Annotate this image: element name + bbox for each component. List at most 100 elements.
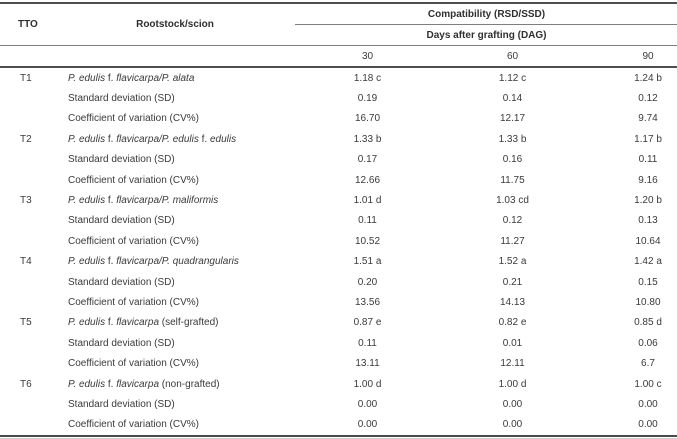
plain-text-segment: (self-grafted) (159, 317, 219, 329)
plain-text-segment: f. (105, 195, 117, 207)
species-name-segment: flavicarpa (116, 378, 160, 390)
table-row: Standard deviation (SD) 0.00 0.00 0.00 (0, 394, 677, 414)
rootstock-scion-cell: P. edulis f. flavicarpa/P. alata (55, 67, 295, 88)
tto-cell (0, 333, 55, 353)
value-cell: 0.01 (502, 337, 523, 349)
value-cell: 1.18 c (353, 72, 382, 84)
value-cell: 1.01 d (353, 195, 382, 207)
header-row-2: Days after grafting (DAG) (0, 24, 677, 46)
value-cell: 0.82 e (498, 317, 527, 329)
metric-label-cell: Coefficient of variation (CV%) (68, 358, 199, 370)
value-cell: 0.19 (357, 93, 378, 105)
value-cell: 12.17 (499, 113, 526, 125)
metric-label-cell: Standard deviation (SD) (68, 276, 175, 288)
value-cell: 0.14 (502, 93, 523, 105)
species-name-segment: edulis (209, 133, 237, 145)
table-row: T4 P. edulis f. flavicarpa/P. quadrangula… (0, 252, 677, 272)
col-header-tto: TTO (0, 3, 55, 46)
tto-cell (0, 353, 55, 373)
value-cell: 0.85 d (634, 317, 662, 329)
metric-label-cell: Coefficient of variation (CV%) (68, 174, 199, 186)
table-row: Standard deviation (SD) 0.11 0.12 0.13 (0, 211, 677, 231)
tto-cell (0, 231, 55, 251)
value-cell: 0.00 (440, 414, 585, 438)
table-row: T2 P. edulis f. flavicarpa/P. edulis f. e… (0, 129, 677, 149)
value-cell: 1.00 d (498, 378, 527, 390)
header-spacer (0, 45, 55, 68)
metric-label-cell: Coefficient of variation (CV%) (68, 296, 199, 308)
value-cell: 1.42 a (634, 256, 662, 268)
table-row: Coefficient of variation (CV%) 16.70 12.17… (0, 109, 677, 129)
table-row: Coefficient of variation (CV%) 13.11 12.11… (0, 353, 677, 373)
value-cell: 9.74 (638, 113, 658, 125)
table-row: Coefficient of variation (CV%) 13.56 14.13… (0, 292, 677, 312)
table-row: T3 P. edulis f. flavicarpa/P. maliformis 1… (0, 190, 677, 210)
table-header: TTO Rootstock/scion Compatibility (RSD/S… (0, 3, 677, 68)
value-cell: 1.51 a (353, 256, 382, 268)
table-row: Coefficient of variation (CV%) 12.66 11.75… (0, 170, 677, 190)
table-body: T1 P. edulis f. flavicarpa/P. alata 1.18 c… (0, 67, 677, 438)
col-header-days-after-grafting: Days after grafting (DAG) (295, 24, 677, 46)
rootstock-scion-cell: P. edulis f. flavicarpa/P. quadrangulari… (55, 252, 295, 272)
rootstock-scion-cell: P. edulis f. flavicarpa/P. maliformis (55, 190, 295, 210)
value-cell: 1.17 b (634, 133, 662, 145)
species-name-segment: P. edulis (68, 317, 106, 329)
tto-cell (0, 272, 55, 292)
header-row-1: TTO Rootstock/scion Compatibility (RSD/S… (0, 3, 677, 46)
header-spacer (55, 45, 295, 68)
col-header-day-90: 90 (585, 45, 677, 68)
table-row: Standard deviation (SD) 0.20 0.21 0.15 (0, 272, 677, 292)
species-name-segment: flavicarpa (116, 317, 160, 329)
species-name-segment: flavicarpa/P. edulis (116, 133, 199, 145)
tto-cell (0, 109, 55, 129)
species-name-segment: P. edulis (68, 378, 106, 390)
species-name-segment: flavicarpa/P. alata (116, 72, 195, 84)
value-cell: 0.12 (638, 93, 658, 105)
tto-cell (0, 88, 55, 108)
table-row: T1 P. edulis f. flavicarpa/P. alata 1.18 c… (0, 67, 677, 88)
metric-label-cell: Coefficient of variation (CV%) (68, 113, 199, 125)
value-cell: 1.52 a (498, 256, 527, 268)
table-row: T5 P. edulis f. flavicarpa (self-grafted)… (0, 313, 677, 333)
value-cell: 0.00 (357, 398, 378, 410)
value-cell: 13.11 (355, 358, 380, 370)
col-header-day-30: 30 (295, 45, 440, 68)
tto-cell: T2 (20, 133, 32, 145)
tto-cell (0, 292, 55, 312)
rootstock-scion-cell: P. edulis f. flavicarpa (non-grafted) (55, 374, 295, 394)
value-cell: 0.17 (357, 154, 378, 166)
plain-text-segment: f. (198, 133, 210, 145)
plain-text-segment: (non-grafted) (159, 378, 220, 390)
value-cell: 10.52 (354, 235, 381, 247)
value-cell: 0.21 (502, 276, 523, 288)
metric-label-cell: Standard deviation (SD) (68, 93, 175, 105)
value-cell: 13.56 (354, 296, 381, 308)
value-cell: 1.03 cd (496, 195, 529, 207)
value-cell: 11.27 (500, 235, 525, 247)
col-header-day-60: 60 (440, 45, 585, 68)
value-cell: 0.12 (502, 215, 523, 227)
value-cell: 0.00 (295, 414, 440, 438)
value-cell: 12.11 (500, 358, 525, 370)
tto-cell: T1 (20, 72, 32, 84)
metric-label-cell: Standard deviation (SD) (68, 398, 175, 410)
plain-text-segment: f. (105, 378, 117, 390)
plain-text-segment: f. (105, 256, 117, 268)
value-cell: 10.64 (635, 235, 661, 247)
tto-cell: T3 (20, 195, 32, 207)
tto-cell: T6 (20, 378, 32, 390)
plain-text-segment: f. (105, 133, 117, 145)
value-cell: 16.70 (354, 113, 381, 125)
value-cell: 0.13 (638, 215, 658, 227)
species-name-segment: flavicarpa/P. maliformis (116, 195, 219, 207)
value-cell: 0.11 (358, 215, 377, 227)
table-row: T6 P. edulis f. flavicarpa (non-grafted) 1… (0, 374, 677, 394)
rootstock-scion-cell: P. edulis f. flavicarpa/P. edulis f. edu… (55, 129, 295, 149)
value-cell: 1.20 b (634, 195, 662, 207)
value-cell: 0.06 (638, 337, 658, 349)
col-header-compatibility: Compatibility (RSD/SSD) (295, 3, 677, 25)
table-row: Standard deviation (SD) 0.17 0.16 0.11 (0, 150, 677, 170)
plain-text-segment: f. (105, 317, 117, 329)
header-row-3: 30 60 90 (0, 45, 677, 68)
